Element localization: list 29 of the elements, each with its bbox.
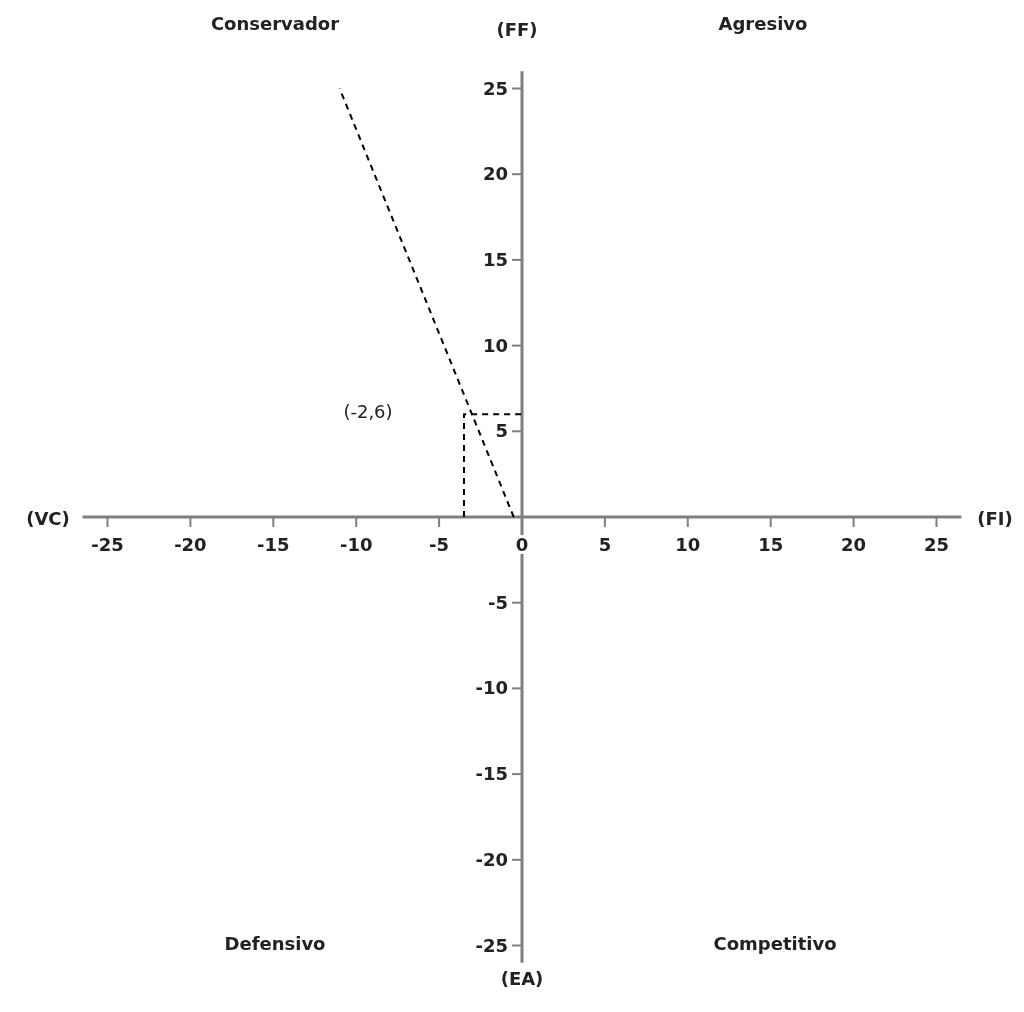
x-tick-label: -20: [174, 534, 207, 555]
y-axis-title: (FF): [496, 19, 538, 40]
x-tick-label: 20: [841, 534, 867, 555]
y-tick-label: -15: [475, 763, 508, 785]
x-tick-label: -15: [257, 534, 290, 555]
x-tick-label: 25: [923, 534, 950, 555]
text: Agresivo: [718, 13, 808, 34]
y-tick-label: -25: [475, 934, 508, 956]
y-tick-label: -20: [475, 848, 508, 870]
text: (VC): [26, 508, 70, 529]
text: Conservador: [210, 13, 340, 34]
x-tick-label: -25: [91, 534, 124, 555]
text: (EA): [500, 968, 544, 989]
annotation: Defensivo: [224, 933, 326, 954]
annotation: (-2,6): [343, 401, 393, 422]
x-tick-label: 10: [675, 534, 701, 555]
x-tick-label: 15: [758, 534, 784, 555]
y-tick-label: -10: [475, 677, 508, 699]
y-tick-label: -5: [488, 591, 508, 613]
annotation: Competitivo: [713, 933, 837, 954]
y-tick-label: 25: [482, 77, 508, 99]
y-tick-label: 15: [482, 248, 508, 270]
y-tick-label: 5: [495, 420, 508, 442]
x-tick-label: -5: [429, 534, 450, 555]
x-tick-label: 5: [598, 534, 612, 555]
x-axis-title: (FI): [977, 508, 1013, 529]
y-tick-label: 10: [482, 334, 508, 356]
x-tick-label: -10: [339, 534, 373, 555]
y-tick-label: 20: [482, 163, 508, 185]
